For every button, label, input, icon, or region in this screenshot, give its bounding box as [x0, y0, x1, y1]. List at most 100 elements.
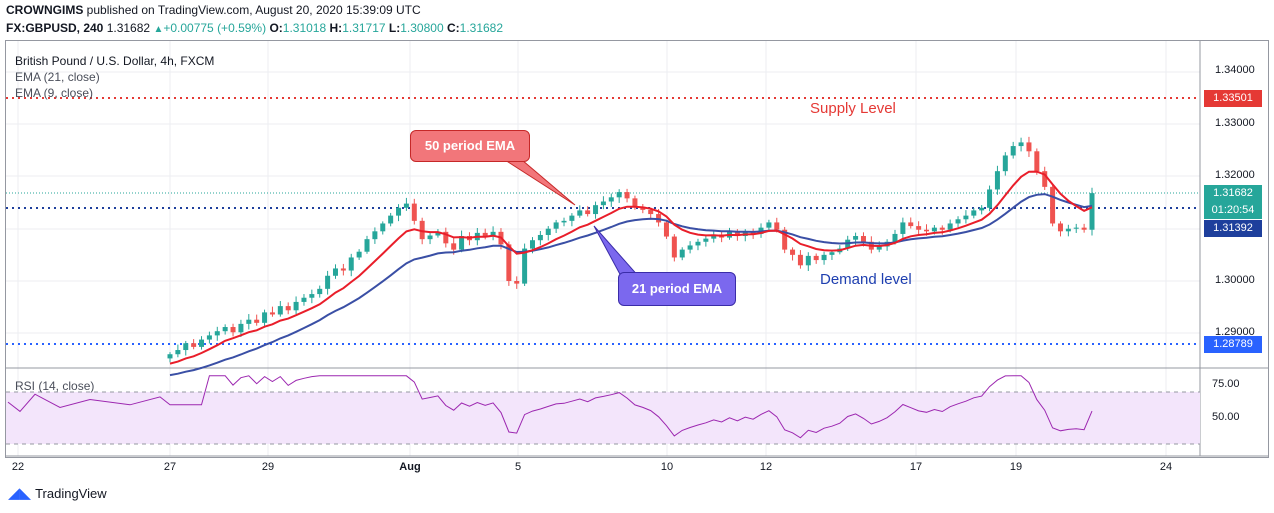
- candle-body[interactable]: [183, 343, 189, 351]
- candle-body[interactable]: [797, 254, 803, 266]
- candle-body[interactable]: [1050, 186, 1056, 224]
- candle-body[interactable]: [1002, 155, 1008, 172]
- candle-body[interactable]: [285, 306, 291, 311]
- candle-body[interactable]: [451, 243, 457, 250]
- candle-body[interactable]: [987, 189, 993, 208]
- candle-body[interactable]: [813, 255, 819, 261]
- candle-body[interactable]: [246, 319, 252, 324]
- candle-body[interactable]: [340, 268, 346, 271]
- candle-body[interactable]: [238, 323, 244, 333]
- candle-body[interactable]: [569, 215, 575, 221]
- candle-body[interactable]: [963, 215, 969, 220]
- ema9-legend[interactable]: EMA (9, close): [15, 86, 94, 100]
- candle-body[interactable]: [262, 312, 268, 323]
- candle-body[interactable]: [648, 209, 654, 215]
- candle-body[interactable]: [1042, 171, 1048, 187]
- candle-body[interactable]: [167, 354, 173, 359]
- candle-body[interactable]: [1034, 151, 1040, 172]
- candle-body[interactable]: [585, 210, 591, 215]
- candle-body[interactable]: [805, 255, 811, 266]
- ema21-legend[interactable]: EMA (21, close): [15, 70, 100, 84]
- candle-body[interactable]: [1026, 142, 1032, 152]
- candle-body[interactable]: [979, 207, 985, 211]
- candle-body[interactable]: [325, 275, 331, 289]
- candle-body[interactable]: [206, 335, 212, 340]
- candle-body[interactable]: [301, 297, 307, 302]
- candle-body[interactable]: [388, 215, 394, 224]
- candle-body[interactable]: [411, 203, 417, 221]
- candle-body[interactable]: [782, 229, 788, 250]
- candle-body[interactable]: [616, 192, 622, 198]
- candle-body[interactable]: [199, 339, 205, 347]
- candle-body[interactable]: [774, 222, 780, 230]
- candle-body[interactable]: [356, 251, 362, 258]
- candle-body[interactable]: [1057, 223, 1063, 232]
- candle-body[interactable]: [1018, 142, 1024, 147]
- candle-body[interactable]: [931, 227, 937, 232]
- candle-body[interactable]: [994, 171, 1000, 190]
- candle-body[interactable]: [191, 343, 197, 347]
- candle-body[interactable]: [1010, 146, 1016, 156]
- candle-body[interactable]: [695, 241, 701, 246]
- candle-body[interactable]: [829, 252, 835, 255]
- candle-body[interactable]: [348, 257, 354, 271]
- candle-body[interactable]: [553, 222, 559, 229]
- candle-body[interactable]: [971, 210, 977, 216]
- candle-body[interactable]: [277, 306, 283, 315]
- candle-body[interactable]: [459, 236, 465, 250]
- candle-body[interactable]: [663, 222, 669, 237]
- candle-body[interactable]: [403, 203, 409, 208]
- candle-body[interactable]: [939, 227, 945, 230]
- candle-body[interactable]: [561, 220, 567, 223]
- candle-body[interactable]: [175, 350, 181, 355]
- candle-body[interactable]: [908, 222, 914, 227]
- candle-body[interactable]: [506, 244, 512, 281]
- candle-body[interactable]: [269, 312, 275, 315]
- candle-body[interactable]: [317, 288, 323, 295]
- candle-body[interactable]: [1081, 227, 1087, 230]
- candle-body[interactable]: [372, 231, 378, 240]
- candle-body[interactable]: [435, 231, 441, 236]
- candle-body[interactable]: [734, 231, 740, 237]
- candle-body[interactable]: [916, 226, 922, 230]
- candle-body[interactable]: [600, 201, 606, 206]
- candle-body[interactable]: [876, 246, 882, 250]
- candle-body[interactable]: [608, 197, 614, 202]
- candle-body[interactable]: [955, 219, 961, 224]
- candle-body[interactable]: [624, 192, 630, 199]
- candle-body[interactable]: [766, 222, 772, 228]
- candle-body[interactable]: [790, 249, 796, 255]
- tradingview-footer[interactable]: ◢◣ TradingView: [8, 484, 107, 502]
- candle-body[interactable]: [443, 231, 449, 244]
- candle-body[interactable]: [254, 319, 260, 323]
- candle-body[interactable]: [309, 294, 315, 298]
- candle-body[interactable]: [671, 236, 677, 258]
- candle-body[interactable]: [703, 238, 709, 242]
- candle-body[interactable]: [860, 236, 866, 242]
- candle-body[interactable]: [396, 207, 402, 216]
- candle-body[interactable]: [222, 327, 228, 332]
- candle-body[interactable]: [214, 331, 220, 336]
- candle-body[interactable]: [332, 268, 338, 276]
- candle-body[interactable]: [522, 248, 528, 284]
- candle-body[interactable]: [427, 235, 433, 240]
- candle-body[interactable]: [529, 240, 535, 249]
- candle-body[interactable]: [514, 281, 520, 284]
- candle-body[interactable]: [577, 210, 583, 216]
- candle-body[interactable]: [1073, 227, 1079, 229]
- candle-body[interactable]: [380, 223, 386, 232]
- candle-body[interactable]: [230, 327, 236, 333]
- candle-body[interactable]: [490, 231, 496, 237]
- candle-body[interactable]: [632, 198, 638, 207]
- candle-body[interactable]: [537, 234, 543, 241]
- candle-body[interactable]: [947, 223, 953, 230]
- candle-body[interactable]: [1089, 193, 1095, 230]
- candle-body[interactable]: [482, 232, 488, 237]
- candle-body[interactable]: [892, 233, 898, 242]
- candle-body[interactable]: [419, 220, 425, 240]
- candle-body[interactable]: [900, 222, 906, 234]
- candle-body[interactable]: [1065, 228, 1071, 232]
- candle-body[interactable]: [293, 301, 299, 311]
- candle-body[interactable]: [364, 239, 370, 252]
